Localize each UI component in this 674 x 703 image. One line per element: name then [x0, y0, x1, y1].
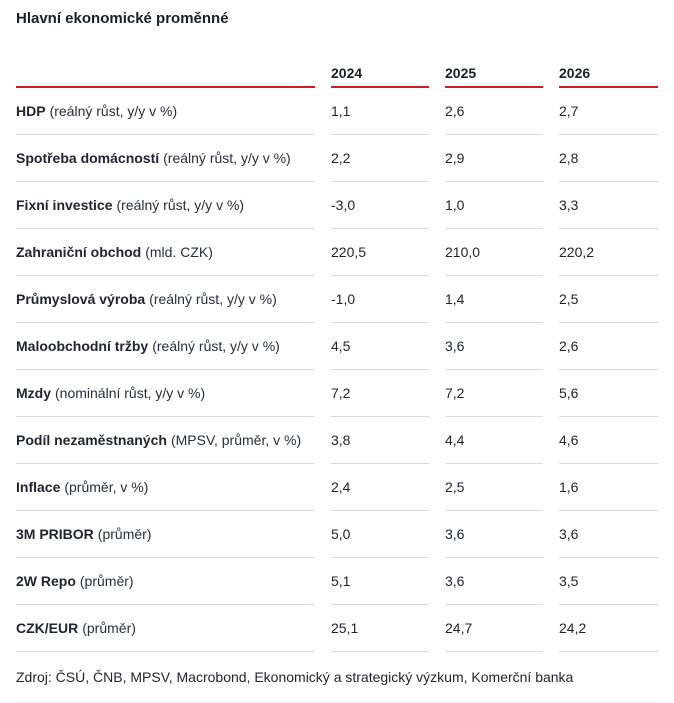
header-cell-2026: 2026	[559, 29, 658, 88]
value-2026: 24,2	[559, 605, 658, 652]
row-label-note: (mld. CZK)	[145, 244, 213, 260]
value-2026: 3,6	[559, 511, 658, 558]
row-label: Zahraniční obchod (mld. CZK)	[16, 229, 315, 276]
value-2025: 24,7	[445, 605, 543, 652]
value-2025: 4,4	[445, 417, 543, 464]
header-cell-2024: 2024	[331, 29, 429, 88]
value-2026: 3,3	[559, 182, 658, 229]
value-2024: 25,1	[331, 605, 429, 652]
value-2024: 5,0	[331, 511, 429, 558]
header-cell-2025: 2025	[445, 29, 543, 88]
row-label-name: 2W Repo	[16, 573, 76, 589]
row-label-name: Průmyslová výroba	[16, 291, 146, 307]
value-2026: 2,7	[559, 88, 658, 135]
value-2026: 3,5	[559, 558, 658, 605]
row-label-name: CZK/EUR	[16, 620, 79, 636]
row-label: Inflace (průměr, v %)	[16, 464, 315, 511]
value-2025: 2,6	[445, 88, 543, 135]
value-2025: 3,6	[445, 511, 543, 558]
value-2026: 2,8	[559, 135, 658, 182]
value-2025: 2,9	[445, 135, 543, 182]
table-row: Spotřeba domácností (reálný růst, y/y v %…	[16, 135, 658, 182]
row-label: HDP (reálný růst, y/y v %)	[16, 88, 315, 135]
table-row: Maloobchodní tržby (reálný růst, y/y v %)…	[16, 323, 658, 370]
row-label-note: (průměr)	[79, 573, 134, 589]
row-label-name: Maloobchodní tržby	[16, 338, 149, 354]
row-label: Spotřeba domácností (reálný růst, y/y v %…	[16, 135, 315, 182]
table-row: 3M PRIBOR (průměr) 5,0 3,6 3,6	[16, 511, 658, 558]
row-label-name: HDP	[16, 103, 46, 119]
row-label: Podíl nezaměstnaných (MPSV, průměr, v %)	[16, 417, 315, 464]
value-2025: 210,0	[445, 229, 543, 276]
value-2025: 7,2	[445, 370, 543, 417]
value-2024: 220,5	[331, 229, 429, 276]
value-2026: 1,6	[559, 464, 658, 511]
value-2024: 1,1	[331, 88, 429, 135]
table-row: 2W Repo (průměr) 5,1 3,6 3,5	[16, 558, 658, 605]
row-label-note: (nominální růst, y/y v %)	[55, 385, 206, 401]
table-header-row: 2024 2025 2026	[16, 29, 658, 88]
row-label-note: (reálný růst, y/y v %)	[116, 197, 245, 213]
value-2024: 2,4	[331, 464, 429, 511]
value-2024: 7,2	[331, 370, 429, 417]
value-2025: 1,0	[445, 182, 543, 229]
row-label-name: Spotřeba domácností	[16, 150, 160, 166]
row-label-name: 3M PRIBOR	[16, 526, 94, 542]
row-label-note: (průměr)	[82, 620, 136, 636]
table-row: Průmyslová výroba (reálný růst, y/y v %) …	[16, 276, 658, 323]
row-label-note: (reálný růst, y/y v %)	[49, 103, 178, 119]
value-2025: 3,6	[445, 558, 543, 605]
row-label-name: Podíl nezaměstnaných	[16, 432, 167, 448]
row-label-name: Zahraniční obchod	[16, 244, 142, 260]
row-label: Průmyslová výroba (reálný růst, y/y v %)	[16, 276, 315, 323]
header-cell-empty	[16, 29, 315, 88]
row-label: Maloobchodní tržby (reálný růst, y/y v %)	[16, 323, 315, 370]
table-row: Mzdy (nominální růst, y/y v %) 7,2 7,2 5,…	[16, 370, 658, 417]
value-2024: 5,1	[331, 558, 429, 605]
row-label-note: (reálný růst, y/y v %)	[163, 150, 291, 166]
row-label: CZK/EUR (průměr)	[16, 605, 315, 652]
table-row: Inflace (průměr, v %) 2,4 2,5 1,6	[16, 464, 658, 511]
value-2024: -3,0	[331, 182, 429, 229]
value-2024: 4,5	[331, 323, 429, 370]
value-2024: 2,2	[331, 135, 429, 182]
row-label: 2W Repo (průměr)	[16, 558, 315, 605]
table-row: Podíl nezaměstnaných (MPSV, průměr, v %) …	[16, 417, 658, 464]
value-2026: 220,2	[559, 229, 658, 276]
row-label-name: Inflace	[16, 479, 61, 495]
value-2026: 5,6	[559, 370, 658, 417]
row-label: Mzdy (nominální růst, y/y v %)	[16, 370, 315, 417]
value-2024: 3,8	[331, 417, 429, 464]
table-row: Zahraniční obchod (mld. CZK) 220,5 210,0 …	[16, 229, 658, 276]
table-row: HDP (reálný růst, y/y v %) 1,1 2,6 2,7	[16, 88, 658, 135]
page-title: Hlavní ekonomické proměnné	[16, 10, 229, 27]
row-label: Fixní investice (reálný růst, y/y v %)	[16, 182, 315, 229]
table-row: CZK/EUR (průměr) 25,1 24,7 24,2	[16, 605, 658, 652]
row-label-note: (průměr)	[97, 526, 152, 542]
value-2026: 2,5	[559, 276, 658, 323]
value-2025: 2,5	[445, 464, 543, 511]
value-2026: 4,6	[559, 417, 658, 464]
table-row: Fixní investice (reálný růst, y/y v %) -3…	[16, 182, 658, 229]
row-label-name: Mzdy	[16, 385, 51, 401]
source-note: Zdroj: ČSÚ, ČNB, MPSV, Macrobond, Ekonom…	[16, 652, 658, 703]
row-label: 3M PRIBOR (průměr)	[16, 511, 315, 558]
value-2024: -1,0	[331, 276, 429, 323]
row-label-note: (MPSV, průměr, v %)	[170, 432, 302, 448]
value-2025: 3,6	[445, 323, 543, 370]
row-label-note: (průměr, v %)	[64, 479, 149, 495]
row-label-note: (reálný růst, y/y v %)	[149, 291, 277, 307]
value-2026: 2,6	[559, 323, 658, 370]
value-2025: 1,4	[445, 276, 543, 323]
row-label-note: (reálný růst, y/y v %)	[152, 338, 280, 354]
row-label-name: Fixní investice	[16, 197, 113, 213]
